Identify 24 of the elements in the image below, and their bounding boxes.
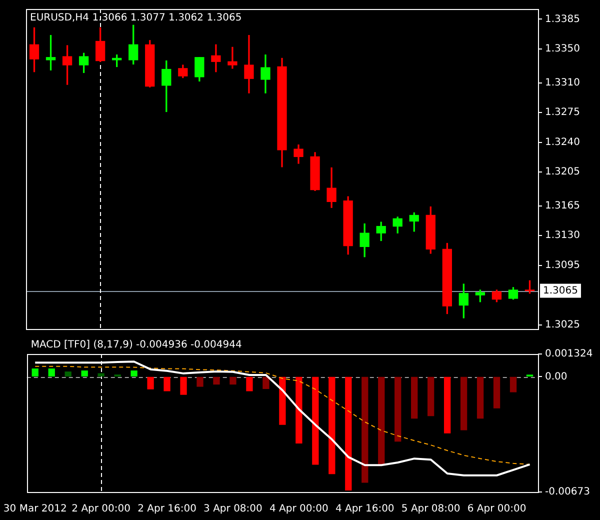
y-tick-label: 1.3025	[545, 319, 580, 330]
x-tick-label: 30 Mar 2012	[3, 504, 67, 515]
y-tick-label: 1.3205	[545, 166, 580, 178]
chart-title: MACD [TF0] (8,17,9) -0.004936 -0.004944	[30, 340, 242, 351]
y-tick-label: 1.3240	[545, 136, 580, 148]
y-tick-label: 0.00	[545, 371, 568, 382]
y-tick-label: 1.3275	[545, 107, 580, 118]
y-tick-label: -0.00673	[545, 486, 590, 498]
x-tick-label: 3 Apr 08:00	[204, 504, 262, 515]
y-tick-label: 1.3165	[545, 200, 580, 212]
y-tick-label: 1.3130	[545, 230, 580, 242]
x-tick-label: 4 Apr 16:00	[335, 504, 394, 515]
y-tick-label: 0.001324	[545, 348, 593, 360]
x-tick-label: 4 Apr 00:00	[270, 504, 328, 515]
y-tick-label: 1.3095	[545, 260, 580, 271]
x-tick-label: 2 Apr 00:00	[72, 504, 130, 515]
y-tick-label: 1.3310	[545, 77, 580, 88]
x-tick-label: 2 Apr 16:00	[138, 504, 196, 515]
ref-line-label: 1.3065	[543, 285, 578, 296]
x-tick-label: 5 Apr 08:00	[401, 504, 460, 515]
y-tick-label: 1.3350	[545, 43, 580, 54]
x-tick-label: 6 Apr 00:00	[467, 504, 526, 515]
chart-title: EURUSD,H4 1.3066 1.3077 1.3062 1.3065	[30, 12, 242, 24]
y-tick-label: 1.3385	[545, 14, 580, 25]
